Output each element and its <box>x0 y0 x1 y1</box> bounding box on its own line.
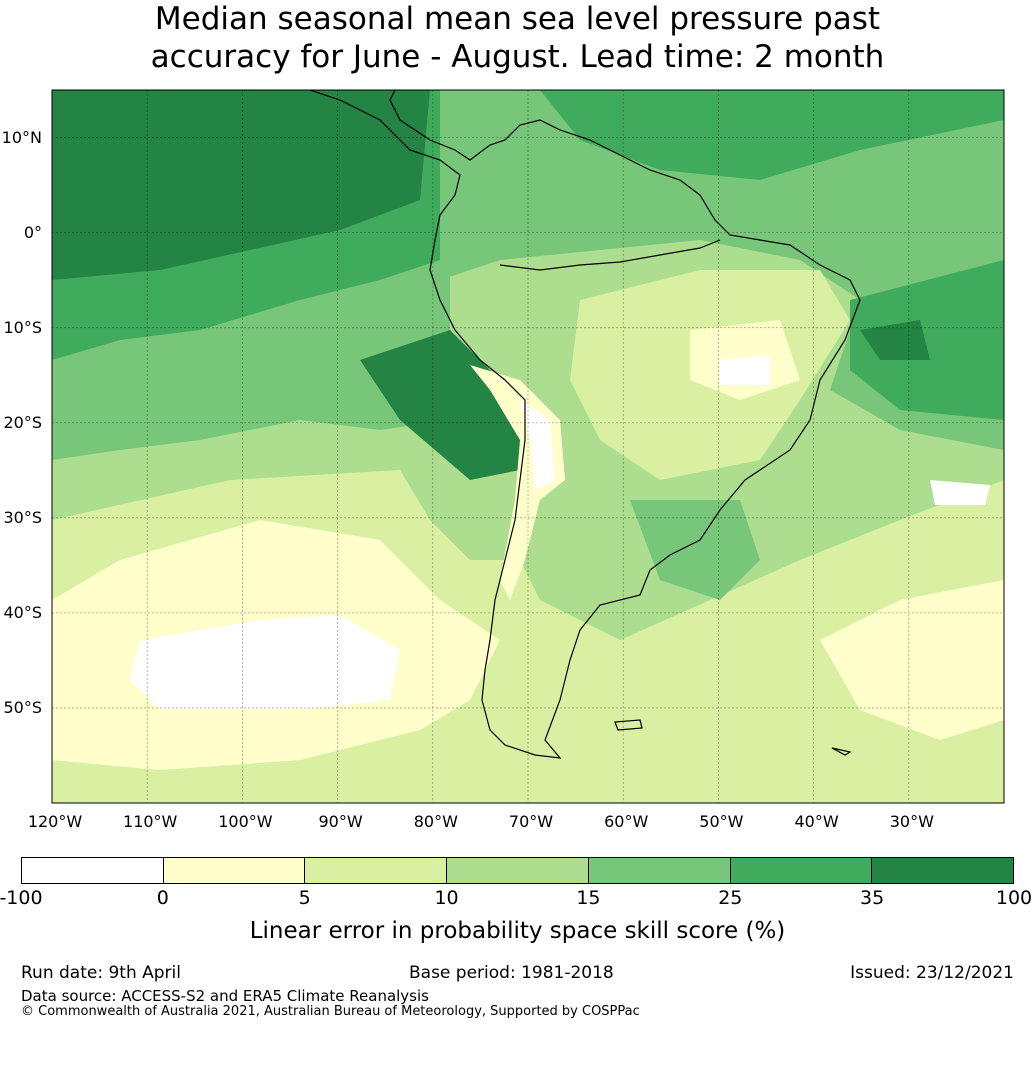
skill-region-negative-brazil <box>720 355 770 385</box>
colorbar-tick-label: 0 <box>156 887 169 909</box>
latitude-label: 0° <box>23 222 42 242</box>
map-title: Median seasonal mean sea level pressure … <box>0 0 1035 76</box>
latitude-label: 30°S <box>3 507 42 527</box>
colorbar-segment <box>872 858 1014 883</box>
colorbar-label: Linear error in probability space skill … <box>249 918 786 944</box>
colorbar-tick-label: 35 <box>860 887 885 909</box>
colorbar-tick-label: 10 <box>434 887 459 909</box>
colorbar-segment <box>305 858 448 883</box>
longitude-label: 100°W <box>218 812 273 831</box>
colorbar-segment <box>163 858 306 883</box>
colorbar-tick-label: 5 <box>298 887 311 909</box>
colorbar-tick-label: 100 <box>995 887 1033 909</box>
colorbar-tick-label: -100 <box>0 887 43 909</box>
skill-region-negative-east <box>930 480 990 505</box>
latitude-label: 10°S <box>3 317 42 337</box>
coastline-south-georgia <box>831 747 852 756</box>
coastline-amazon <box>499 239 721 271</box>
skill-region-35-100-peru-coast <box>360 330 520 480</box>
skill-region-negative-andes <box>520 400 555 490</box>
longitude-label: 40°W <box>794 812 839 831</box>
colorbar-segment <box>730 858 873 883</box>
skill-region-35-100-pacific <box>52 90 430 280</box>
longitude-label: 120°W <box>27 812 83 831</box>
skill-region-35-100-atlantic <box>860 320 930 360</box>
skill-region-25-35-caribbean <box>540 90 1004 180</box>
colorbar-tick-label: 25 <box>718 887 743 909</box>
longitude-label: 90°W <box>318 812 363 831</box>
colorbar-segment <box>22 858 164 883</box>
title-line-2: accuracy for June - August. Lead time: 2… <box>150 39 885 75</box>
longitude-label: 70°W <box>508 812 554 831</box>
skill-region-0-5-southeast <box>820 580 1004 740</box>
base-period: Base period: 1981-2018 <box>409 963 614 983</box>
copyright: © Commonwealth of Australia 2021, Austra… <box>21 1004 640 1019</box>
latitude-label: 10°N <box>1 127 42 147</box>
latitude-label: 50°S <box>3 697 42 717</box>
longitude-label: 60°W <box>604 812 649 831</box>
longitude-label: 80°W <box>413 812 458 831</box>
coastline-falklands <box>614 719 643 731</box>
skill-region-25-35-atlantic <box>850 260 1004 420</box>
latitude-label: 40°S <box>3 602 42 622</box>
colorbar-tick-label: 15 <box>576 887 601 909</box>
longitude-label: 110°W <box>123 812 178 831</box>
skill-region-15-25-la-plata <box>630 500 760 600</box>
skill-field <box>52 90 1004 803</box>
run-date: Run date: 9th April <box>21 963 181 983</box>
data-source: Data source: ACCESS-S2 and ERA5 Climate … <box>21 987 429 1005</box>
gridlines <box>51 90 1004 803</box>
colorbar <box>21 857 1014 884</box>
coastline-south-america <box>309 90 861 759</box>
issued-date: Issued: 23/12/2021 <box>850 963 1014 983</box>
colorbar-segment <box>588 858 731 883</box>
longitude-label: 50°W <box>699 812 744 831</box>
longitude-label: 30°W <box>889 812 934 831</box>
skill-region-negative-southwest <box>130 615 400 710</box>
map-frame <box>51 89 1005 804</box>
colorbar-segment <box>447 858 589 883</box>
coastline <box>309 90 861 759</box>
title-line-1: Median seasonal mean sea level pressure … <box>154 1 881 37</box>
latitude-label: 20°S <box>3 412 42 432</box>
